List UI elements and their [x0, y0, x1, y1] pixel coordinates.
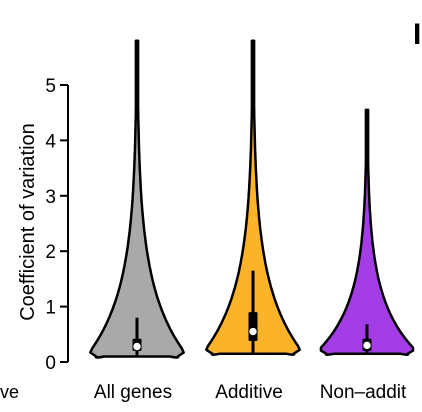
- y-tick-label: 1: [45, 298, 56, 319]
- y-tick-label: 5: [45, 76, 56, 97]
- median-point-1: [248, 326, 258, 337]
- x-tick-label: All genes: [94, 382, 172, 403]
- y-axis: 0 1 2 3 4 5: [45, 76, 69, 374]
- iqr-box-1: [248, 312, 258, 341]
- y-tick-label: 4: [45, 131, 56, 152]
- y-tick-label: 0: [45, 353, 56, 374]
- median-point-2: [362, 340, 372, 351]
- panel-letter: I: [413, 18, 421, 51]
- violin-0: [89, 39, 185, 359]
- x-tick-label: Additive: [215, 382, 283, 403]
- y-tick-label: 3: [45, 187, 56, 208]
- violin-plot-area: [89, 39, 415, 359]
- x-tick-label: Non–addit: [320, 382, 407, 403]
- y-axis-label: Coefficient of variation: [17, 123, 39, 321]
- left-cut-category-label: ve: [0, 382, 19, 402]
- violin-2: [319, 108, 415, 356]
- x-axis-labels: All genes Additive Non–addit: [94, 382, 407, 403]
- y-tick-label: 2: [45, 242, 56, 263]
- median-point-0: [132, 341, 142, 352]
- violin-1: [205, 39, 301, 356]
